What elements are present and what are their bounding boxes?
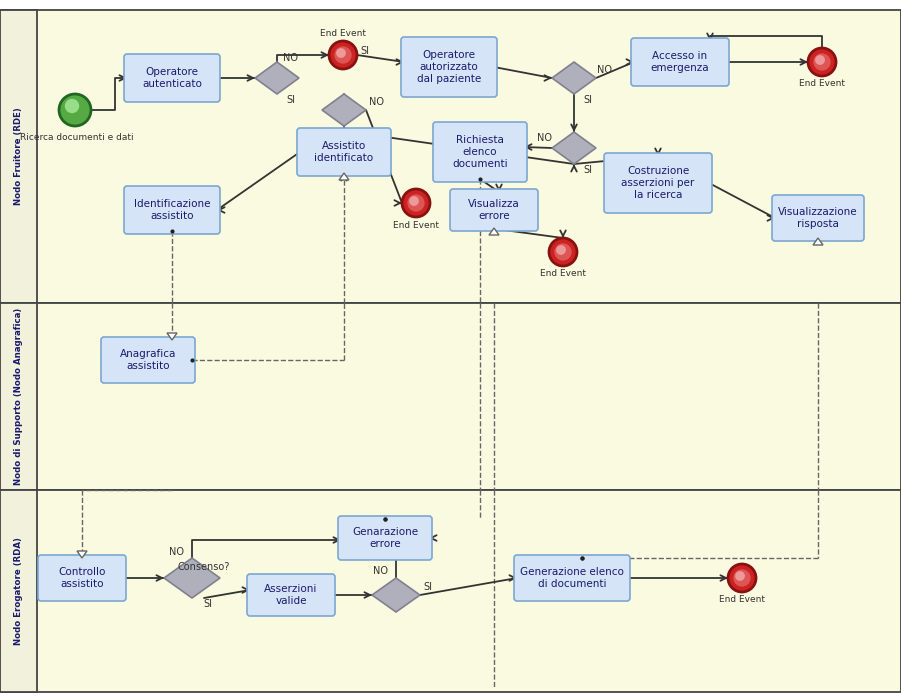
Text: Visualizzazione
risposta: Visualizzazione risposta <box>778 207 858 229</box>
Text: SI: SI <box>584 165 593 175</box>
Text: Operatore
autorizzato
dal paziente: Operatore autorizzato dal paziente <box>417 50 481 83</box>
FancyBboxPatch shape <box>401 37 497 97</box>
Bar <box>0 10 37 303</box>
Text: SI: SI <box>287 95 296 105</box>
Polygon shape <box>167 333 177 340</box>
Bar <box>0 303 901 490</box>
Text: NO: NO <box>536 133 551 143</box>
Text: SI: SI <box>423 582 432 592</box>
Polygon shape <box>489 228 499 235</box>
Polygon shape <box>372 578 420 612</box>
Text: Asserzioni
valide: Asserzioni valide <box>264 584 318 606</box>
FancyBboxPatch shape <box>450 189 538 231</box>
Text: Accesso in
emergenza: Accesso in emergenza <box>651 51 709 73</box>
Text: End Event: End Event <box>320 29 366 38</box>
Text: Anagrafica
assistito: Anagrafica assistito <box>120 349 177 371</box>
Text: NO: NO <box>372 566 387 576</box>
Text: End Event: End Event <box>799 80 845 88</box>
Polygon shape <box>77 551 87 558</box>
FancyBboxPatch shape <box>124 54 220 102</box>
Text: SI: SI <box>360 46 369 56</box>
Circle shape <box>814 53 831 71</box>
Text: Nodo Fruitore (RDE): Nodo Fruitore (RDE) <box>14 108 23 205</box>
Text: Richiesta
elenco
documenti: Richiesta elenco documenti <box>452 135 508 169</box>
Text: End Event: End Event <box>719 596 765 605</box>
Circle shape <box>556 245 566 255</box>
Text: Assistito
identificato: Assistito identificato <box>314 141 374 163</box>
Polygon shape <box>255 62 299 94</box>
Polygon shape <box>322 94 366 126</box>
Text: NO: NO <box>369 97 384 107</box>
Circle shape <box>65 99 79 113</box>
Circle shape <box>554 244 571 260</box>
Text: Nodo di Supporto (Nodo Anagrafica): Nodo di Supporto (Nodo Anagrafica) <box>14 308 23 485</box>
Text: Costruzione
asserzioni per
la ricerca: Costruzione asserzioni per la ricerca <box>622 167 695 200</box>
Text: Nodo Erogatore (RDA): Nodo Erogatore (RDA) <box>14 537 23 645</box>
Polygon shape <box>339 173 349 180</box>
FancyBboxPatch shape <box>514 555 630 601</box>
Polygon shape <box>552 132 596 164</box>
FancyBboxPatch shape <box>772 195 864 241</box>
Bar <box>0 303 37 490</box>
Circle shape <box>549 238 577 266</box>
Polygon shape <box>813 238 823 245</box>
FancyBboxPatch shape <box>297 128 391 176</box>
Text: Operatore
autenticato: Operatore autenticato <box>142 67 202 89</box>
FancyBboxPatch shape <box>247 574 335 616</box>
Text: SI: SI <box>584 95 593 105</box>
Circle shape <box>329 41 357 69</box>
Circle shape <box>334 46 351 64</box>
FancyBboxPatch shape <box>604 153 712 213</box>
Polygon shape <box>164 558 220 598</box>
Polygon shape <box>552 62 596 94</box>
Bar <box>0 490 37 692</box>
FancyBboxPatch shape <box>433 122 527 182</box>
Circle shape <box>733 569 751 587</box>
Text: SI: SI <box>204 599 213 609</box>
Text: Ricerca documenti e dati: Ricerca documenti e dati <box>20 134 134 143</box>
Bar <box>0 10 901 303</box>
FancyBboxPatch shape <box>38 555 126 601</box>
Text: Genarazione
errore: Genarazione errore <box>352 527 418 549</box>
Circle shape <box>815 55 825 65</box>
Bar <box>0 490 901 692</box>
Text: Generazione elenco
di documenti: Generazione elenco di documenti <box>520 567 623 589</box>
Circle shape <box>59 94 91 126</box>
FancyBboxPatch shape <box>631 38 729 86</box>
Text: NO: NO <box>284 53 298 63</box>
Text: End Event: End Event <box>393 220 439 230</box>
Circle shape <box>409 196 419 206</box>
Circle shape <box>728 564 756 592</box>
Circle shape <box>336 48 346 58</box>
FancyBboxPatch shape <box>338 516 432 560</box>
Text: Visualizza
errore: Visualizza errore <box>469 199 520 220</box>
Text: Consenso?: Consenso? <box>177 562 230 572</box>
Circle shape <box>735 571 745 581</box>
Text: Identificazione
assistito: Identificazione assistito <box>133 199 210 220</box>
Text: NO: NO <box>596 65 612 75</box>
Circle shape <box>808 48 836 76</box>
Text: Controllo
assistito: Controllo assistito <box>59 567 105 589</box>
FancyBboxPatch shape <box>124 186 220 234</box>
Circle shape <box>407 195 424 211</box>
Text: NO: NO <box>168 547 184 557</box>
Text: End Event: End Event <box>540 270 586 279</box>
FancyBboxPatch shape <box>101 337 195 383</box>
Circle shape <box>402 189 430 217</box>
